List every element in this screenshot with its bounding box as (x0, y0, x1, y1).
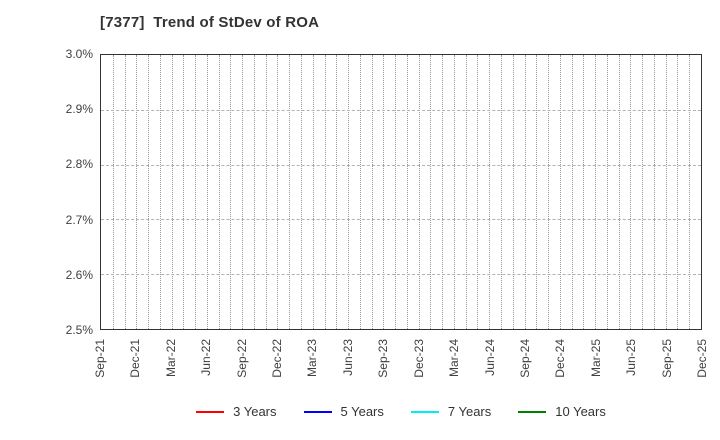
y-tick-label: 2.6% (65, 267, 93, 282)
vertical-gridline (665, 55, 667, 329)
vertical-gridline (512, 55, 514, 329)
vertical-gridline (642, 55, 644, 329)
vertical-gridline (630, 55, 632, 329)
vertical-gridline (583, 55, 585, 329)
y-axis-tick-labels: 3.0% 2.9% 2.8% 2.7% 2.6% 2.5% (0, 47, 93, 337)
legend-item-label: 5 Years (340, 404, 384, 419)
y-tick-label: 3.0% (65, 47, 93, 61)
x-tick-label: Mar-22 (163, 339, 178, 378)
y-tick-label: 2.8% (65, 157, 93, 172)
vertical-gridline (395, 55, 397, 329)
legend-item: 10 Years (518, 404, 606, 419)
vertical-gridline (383, 55, 385, 329)
x-tick-label: Sep-25 (659, 339, 674, 378)
legend-line-swatch (410, 410, 439, 413)
x-tick-label: Sep-24 (517, 339, 532, 378)
vertical-gridline (265, 55, 267, 329)
vertical-gridline (324, 55, 326, 329)
legend-item-label: 3 Years (233, 404, 277, 419)
y-tick-label: 2.5% (65, 323, 93, 337)
vertical-gridline (336, 55, 338, 329)
vertical-gridline (477, 55, 479, 329)
vertical-gridline (430, 55, 432, 329)
vertical-gridline (465, 55, 467, 329)
horizontal-gridline (101, 219, 701, 221)
plot-area (100, 54, 702, 330)
horizontal-gridline (101, 164, 701, 166)
vertical-gridline (371, 55, 373, 329)
vertical-gridline (689, 55, 691, 329)
x-tick-label: Dec-21 (128, 339, 143, 378)
x-tick-label: Mar-23 (305, 339, 320, 378)
x-tick-label: Mar-25 (588, 339, 603, 378)
vertical-gridline (218, 55, 220, 329)
x-tick-label: Jun-25 (624, 339, 639, 376)
vertical-gridline (359, 55, 361, 329)
x-axis-tick-labels: Sep-21 Dec-21 Mar-22 Jun-22 Sep-22 Dec-22 Mar-… (93, 339, 709, 401)
vertical-gridline (548, 55, 550, 329)
vertical-gridline (124, 55, 126, 329)
vertical-gridline (171, 55, 173, 329)
vertical-gridline (301, 55, 302, 329)
x-tick-label: Sep-23 (376, 339, 391, 378)
vertical-gridline (253, 55, 255, 329)
x-tick-label: Dec-23 (411, 339, 426, 378)
horizontal-gridline (101, 274, 701, 276)
legend-line-swatch (303, 410, 332, 413)
legend-item: 3 Years (196, 404, 277, 419)
x-tick-label: Mar-24 (447, 339, 462, 378)
legend-item: 7 Years (410, 404, 492, 419)
legend-line-swatch (518, 410, 547, 413)
vertical-gridline (442, 55, 444, 329)
legend: 3 Years 5 Years 7 Years 10 Years (100, 404, 702, 419)
vertical-gridline (148, 55, 150, 329)
legend-line-swatch (196, 410, 225, 413)
x-tick-label: Sep-21 (93, 339, 107, 378)
legend-item-label: 7 Years (447, 404, 492, 419)
vertical-gridline (489, 55, 491, 329)
vertical-gridline (289, 55, 291, 329)
vertical-gridline (136, 55, 138, 329)
legend-item: 5 Years (303, 404, 384, 419)
vertical-gridline (677, 55, 679, 329)
vertical-gridline (536, 55, 538, 329)
vertical-gridline (571, 55, 573, 329)
vertical-gridline (606, 55, 608, 329)
vertical-gridline (524, 55, 526, 329)
vertical-gridline (618, 55, 620, 329)
x-tick-label: Jun-24 (482, 339, 497, 376)
vertical-gridline (183, 55, 185, 329)
vertical-gridline (277, 55, 279, 329)
x-tick-label: Sep-22 (234, 339, 249, 378)
vertical-gridline (453, 55, 455, 329)
vertical-gridline (159, 55, 161, 329)
x-tick-label: Dec-22 (270, 339, 285, 378)
y-tick-label: 2.9% (65, 102, 93, 117)
horizontal-gridline (101, 109, 701, 111)
x-tick-label: Jun-23 (340, 339, 355, 376)
vertical-gridline (312, 55, 314, 329)
vertical-gridline (242, 55, 244, 329)
vertical-gridline (406, 55, 408, 329)
x-tick-label: Jun-22 (199, 339, 214, 376)
vertical-gridline (112, 55, 114, 329)
vertical-gridline (195, 55, 197, 329)
vertical-gridline (653, 55, 655, 329)
x-tick-label: Dec-24 (553, 339, 568, 378)
vertical-gridline (348, 55, 350, 329)
x-tick-label: Dec-25 (695, 339, 709, 378)
vertical-gridline (418, 55, 420, 329)
vertical-gridline (230, 55, 232, 329)
chart-title: [7377] Trend of StDev of ROA (100, 14, 320, 31)
vertical-gridline (559, 55, 561, 329)
legend-item-label: 10 Years (555, 404, 606, 419)
vertical-gridline (206, 55, 208, 329)
vertical-gridline (595, 55, 597, 329)
vertical-gridline (501, 55, 502, 329)
y-tick-label: 2.7% (65, 212, 93, 227)
